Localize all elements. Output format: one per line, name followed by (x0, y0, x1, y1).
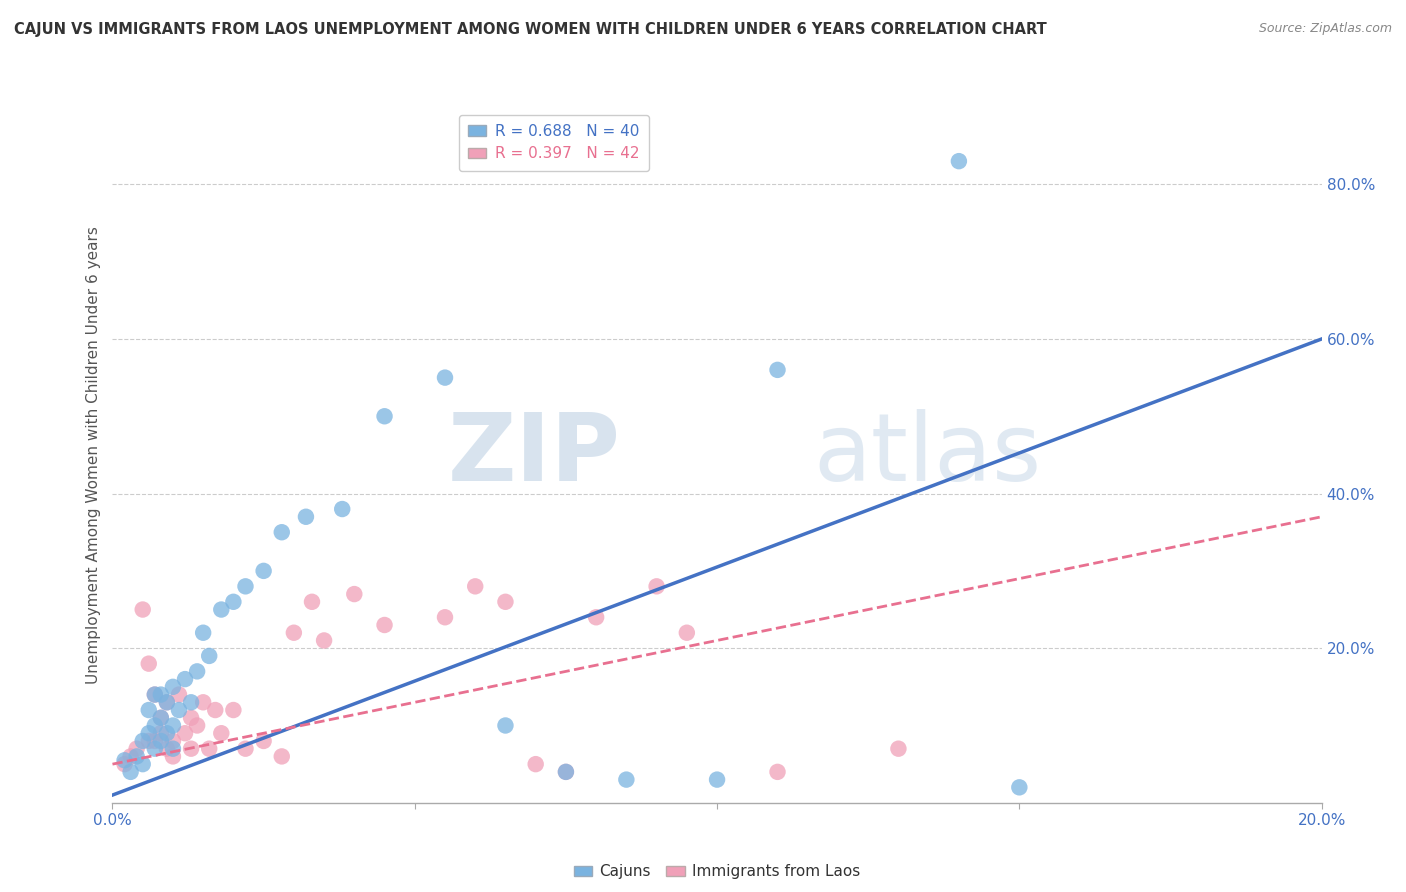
Point (675, 625, 697, 640)
Point (156, 726, 179, 740)
Point (270, 749, 292, 764)
Point (209, 726, 232, 740)
Point (162, 749, 184, 764)
Point (132, 602, 155, 616)
Point (301, 595, 323, 609)
Point (253, 564, 276, 578)
Point (162, 734, 184, 748)
Point (180, 695, 202, 709)
Point (162, 680, 184, 694)
Point (235, 741, 257, 756)
Point (174, 726, 197, 740)
Point (433, 610, 456, 624)
Point (222, 595, 245, 609)
Point (524, 757, 547, 772)
Point (766, 764, 789, 779)
Point (464, 579, 486, 593)
Point (343, 587, 366, 601)
Point (156, 741, 179, 756)
Text: CAJUN VS IMMIGRANTS FROM LAOS UNEMPLOYMENT AMONG WOMEN WITH CHILDREN UNDER 6 YEA: CAJUN VS IMMIGRANTS FROM LAOS UNEMPLOYME… (14, 22, 1047, 37)
Point (191, 625, 214, 640)
Point (554, 764, 576, 779)
Point (433, 370, 456, 384)
Point (143, 741, 166, 756)
Point (149, 726, 172, 740)
Point (149, 734, 172, 748)
Point (138, 734, 160, 748)
Point (330, 502, 353, 516)
Point (235, 579, 257, 593)
Point (143, 734, 166, 748)
Point (495, 595, 517, 609)
Point (149, 711, 172, 725)
Point (114, 757, 136, 772)
Point (495, 718, 517, 732)
Point (156, 695, 179, 709)
Point (374, 409, 396, 424)
Point (114, 753, 136, 767)
Point (209, 602, 232, 616)
Point (149, 711, 172, 725)
Point (156, 695, 179, 709)
Point (167, 688, 190, 702)
Point (186, 665, 208, 679)
Text: Source: ZipAtlas.com: Source: ZipAtlas.com (1258, 22, 1392, 36)
Text: ZIP: ZIP (447, 409, 620, 501)
Point (198, 741, 221, 756)
Point (186, 718, 208, 732)
Point (143, 688, 166, 702)
Text: atlas: atlas (814, 409, 1042, 501)
Point (585, 610, 607, 624)
Point (132, 734, 155, 748)
Point (143, 688, 166, 702)
Point (706, 772, 728, 787)
Point (198, 648, 221, 663)
Point (143, 718, 166, 732)
Point (270, 525, 292, 540)
Point (125, 741, 148, 756)
Point (283, 625, 305, 640)
Point (132, 757, 155, 772)
Point (162, 718, 184, 732)
Point (191, 695, 214, 709)
Point (616, 772, 638, 787)
Point (138, 726, 160, 740)
Legend: Cajuns, Immigrants from Laos: Cajuns, Immigrants from Laos (568, 858, 866, 886)
Point (149, 688, 172, 702)
Point (167, 703, 190, 717)
Point (125, 749, 148, 764)
Point (204, 703, 226, 717)
Point (174, 672, 197, 686)
Point (948, 154, 970, 169)
Point (222, 703, 245, 717)
Point (138, 703, 160, 717)
Point (374, 618, 396, 632)
Point (1008, 780, 1031, 795)
Point (162, 741, 184, 756)
Point (554, 764, 576, 779)
Point (180, 741, 202, 756)
Point (120, 764, 142, 779)
Point (295, 509, 318, 524)
Point (887, 741, 910, 756)
Point (314, 633, 336, 648)
Y-axis label: Unemployment Among Women with Children Under 6 years: Unemployment Among Women with Children U… (86, 226, 101, 684)
Point (138, 657, 160, 671)
Point (180, 711, 202, 725)
Point (253, 734, 276, 748)
Point (766, 363, 789, 377)
Point (120, 749, 142, 764)
Point (645, 579, 668, 593)
